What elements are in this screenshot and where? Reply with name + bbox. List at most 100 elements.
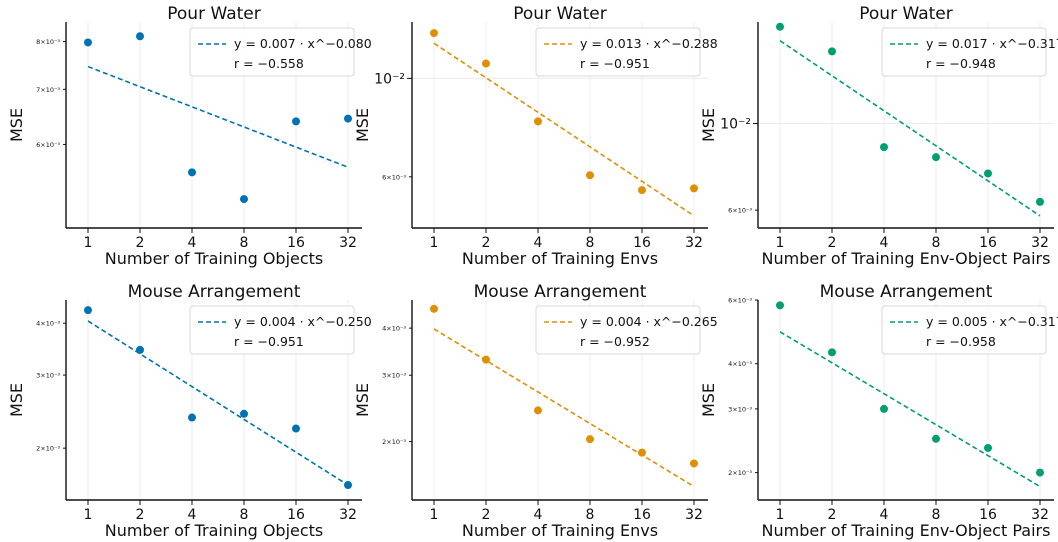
data-point (586, 171, 594, 180)
legend-r-value: r = −0.951 (580, 56, 650, 71)
data-point (534, 117, 542, 126)
y-axis-label: MSE (353, 383, 372, 417)
legend-equation: y = 0.004 · x^−0.250 (234, 314, 372, 329)
data-point (638, 186, 646, 195)
x-tick-label: 32 (1031, 507, 1049, 523)
data-point (344, 481, 352, 490)
data-point (638, 448, 646, 457)
y-tick-label: 4×10⁻³ (728, 360, 752, 368)
data-point (188, 168, 196, 177)
subplot-3: 1 2 4 8 16 32 6×10⁻³ 10⁻² Pour Water Number of Tr… (699, 4, 1058, 268)
legend: y = 0.004 · x^−0.250 r = −0.951 (189, 305, 372, 355)
data-point (880, 143, 888, 152)
y-tick-label: 2×10⁻³ (728, 469, 752, 477)
subplot-2: 1 2 4 8 16 32 6×10⁻³ 10⁻² Pour Water Number of Tr… (353, 4, 718, 268)
data-point (136, 345, 144, 354)
chart-title: Mouse Arrangement (128, 282, 301, 302)
legend-box (881, 27, 1047, 77)
data-point (344, 114, 352, 123)
x-tick-label: 8 (932, 507, 941, 523)
x-tick-label: 32 (339, 507, 357, 523)
x-tick-label: 16 (633, 507, 651, 523)
data-point (828, 47, 836, 56)
legend: y = 0.013 · x^−0.288 r = −0.951 (535, 27, 718, 77)
y-tick-label: 10⁻² (720, 117, 751, 133)
data-point (1036, 468, 1044, 477)
data-point (136, 32, 144, 41)
x-tick-label: 2 (136, 235, 145, 251)
data-point (292, 117, 300, 126)
x-tick-label: 2 (828, 507, 837, 523)
x-tick-label: 32 (1031, 235, 1049, 251)
legend-equation: y = 0.013 · x^−0.288 (580, 36, 718, 51)
x-axis-label: Number of Training Env-Object Pairs (762, 249, 1051, 268)
y-tick-label: 3×10⁻³ (382, 372, 406, 380)
chart-title: Pour Water (513, 4, 606, 24)
y-tick-label: 6×10⁻³ (728, 207, 752, 215)
x-tick-label: 2 (136, 507, 145, 523)
x-tick-label: 8 (586, 235, 595, 251)
y-tick-label: 10⁻² (374, 71, 405, 87)
x-tick-label: 8 (240, 235, 249, 251)
x-tick-label: 4 (534, 235, 543, 251)
legend: y = 0.004 · x^−0.265 r = −0.952 (535, 305, 718, 355)
x-tick-label: 16 (287, 235, 305, 251)
y-tick-label: 3×10⁻³ (36, 372, 60, 380)
data-point (828, 348, 836, 357)
x-tick-label: 32 (685, 235, 703, 251)
legend-r-value: r = −0.951 (234, 334, 304, 349)
y-axis-label: MSE (7, 383, 26, 417)
x-tick-label: 16 (979, 507, 997, 523)
legend-r-value: r = −0.558 (234, 56, 304, 71)
y-tick-label: 7×10⁻³ (36, 86, 60, 94)
y-tick-label: 4×10⁻³ (36, 320, 60, 328)
legend-box (189, 27, 355, 77)
fit-line (433, 328, 695, 488)
data-point (430, 304, 438, 313)
x-tick-label: 2 (828, 235, 837, 251)
x-tick-label: 1 (776, 507, 785, 523)
data-point (932, 153, 940, 162)
data-point (586, 435, 594, 444)
legend-equation: y = 0.007 · x^−0.080 (234, 36, 372, 51)
subplot-6: 1 2 4 8 16 32 2×10⁻³ 3×10⁻³ 4×10⁻³ 6×10⁻³ Mouse Ar… (699, 282, 1058, 540)
x-tick-label: 1 (776, 235, 785, 251)
x-tick-label: 16 (287, 507, 305, 523)
fit-line (87, 65, 349, 168)
y-tick-label: 4×10⁻³ (382, 325, 406, 333)
data-point (84, 306, 92, 315)
x-tick-label: 1 (84, 507, 93, 523)
legend-equation: y = 0.004 · x^−0.265 (580, 314, 718, 329)
data-point (1036, 197, 1044, 206)
legend-equation: y = 0.017 · x^−0.317 (926, 36, 1058, 51)
x-tick-label: 2 (482, 507, 491, 523)
data-point (482, 355, 490, 364)
x-tick-label: 16 (979, 235, 997, 251)
legend-box (189, 305, 355, 355)
data-point (880, 404, 888, 413)
y-tick-label: 2×10⁻³ (382, 438, 406, 446)
x-tick-label: 8 (932, 235, 941, 251)
y-tick-label: 6×10⁻³ (728, 297, 752, 305)
fit-line (433, 42, 695, 217)
x-tick-label: 2 (482, 235, 491, 251)
x-axis-label: Number of Training Objects (105, 249, 324, 268)
data-point (776, 22, 784, 31)
legend: y = 0.005 · x^−0.317 r = −0.958 (881, 305, 1058, 355)
y-axis-label: MSE (699, 108, 718, 142)
data-point (690, 184, 698, 193)
data-point (240, 195, 248, 204)
legend-equation: y = 0.005 · x^−0.317 (926, 314, 1058, 329)
legend-box (535, 305, 701, 355)
fit-line (87, 320, 349, 486)
x-axis-label: Number of Training Envs (462, 249, 658, 268)
x-tick-label: 32 (685, 507, 703, 523)
x-axis-label: Number of Training Env-Object Pairs (762, 521, 1051, 540)
subplot-1: 1 2 4 8 16 32 6×10⁻³ 7×10⁻³ 8×10⁻³ Pour Water Numb… (7, 4, 372, 268)
legend: y = 0.017 · x^−0.317 r = −0.948 (881, 27, 1058, 77)
subplot-5: 1 2 4 8 16 32 2×10⁻³ 3×10⁻³ 4×10⁻³ Mouse Arrangem… (353, 282, 718, 540)
data-point (534, 406, 542, 415)
y-axis-label: MSE (699, 383, 718, 417)
legend-box (535, 27, 701, 77)
